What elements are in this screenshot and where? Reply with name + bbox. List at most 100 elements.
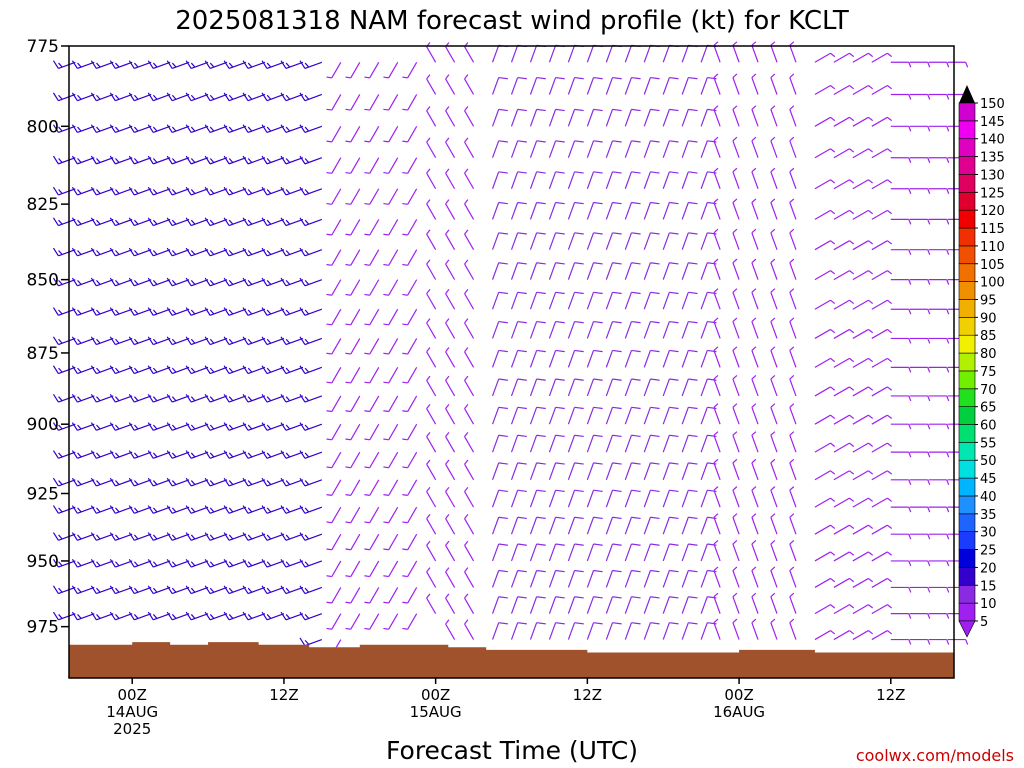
barb-feather	[58, 280, 63, 285]
wind-barb	[643, 596, 660, 614]
barb-feather	[90, 559, 97, 568]
barb-feather	[204, 585, 211, 594]
barb-feather	[707, 406, 717, 410]
wind-barb	[643, 349, 660, 368]
barb-shaft	[852, 604, 869, 615]
barb-shaft	[134, 613, 152, 621]
wind-barb	[109, 124, 133, 134]
barb-shaft	[369, 613, 380, 630]
barb-feather	[707, 569, 717, 573]
wind-barb	[789, 105, 797, 127]
wind-barb	[567, 543, 584, 562]
barb-shaft	[350, 188, 361, 205]
wind-barb	[299, 217, 323, 227]
barb-feather	[96, 367, 101, 373]
barb-feather	[152, 158, 158, 163]
wind-barb	[770, 198, 778, 220]
wind-barb	[928, 218, 950, 225]
barb-shaft	[369, 308, 380, 326]
x-tick-label: 16AUG	[713, 703, 765, 721]
barb-feather	[536, 489, 546, 493]
barb-feather	[109, 60, 116, 69]
wind-barb	[700, 406, 717, 425]
barb-shaft	[700, 202, 708, 220]
wind-barb	[605, 516, 622, 535]
barb-shaft	[770, 350, 778, 368]
barb-shaft	[732, 140, 740, 158]
barb-feather	[849, 577, 855, 583]
barb-feather	[185, 422, 192, 431]
barb-feather	[927, 126, 931, 132]
wind-barb	[426, 74, 437, 95]
barb-shaft	[662, 378, 670, 397]
barb-feather	[383, 494, 389, 496]
barb-feather	[751, 346, 757, 351]
barb-feather	[426, 513, 431, 519]
wind-barb	[128, 450, 152, 459]
barb-feather	[946, 560, 950, 567]
wind-barb	[223, 277, 247, 287]
barb-feather	[152, 614, 158, 619]
barb-feather	[326, 410, 332, 413]
barb-feather	[90, 336, 97, 345]
barb-feather	[285, 396, 291, 402]
wind-barb	[624, 201, 641, 220]
wind-barb	[890, 423, 912, 430]
barb-feather	[849, 604, 855, 609]
barb-feather	[147, 611, 154, 621]
barb-feather	[908, 533, 912, 540]
barb-feather	[228, 614, 234, 619]
wind-barb	[364, 395, 380, 413]
barb-feather	[927, 367, 931, 373]
barb-feather	[77, 561, 82, 567]
barb-shaft	[833, 497, 850, 508]
barb-shaft	[134, 188, 152, 196]
barb-feather	[751, 403, 757, 408]
barb-feather	[849, 148, 855, 153]
barb-feather	[280, 559, 287, 568]
barb-feather	[147, 92, 154, 101]
barb-feather	[770, 374, 776, 380]
barb-shaft	[407, 367, 418, 384]
barb-feather	[593, 201, 603, 205]
barb-shaft	[548, 462, 557, 480]
barb-shaft	[388, 423, 399, 441]
barb-feather	[849, 270, 855, 275]
barb-feather	[789, 73, 795, 79]
barb-shaft	[369, 533, 380, 551]
barb-feather	[669, 434, 679, 438]
barb-feather	[285, 561, 291, 567]
barb-feather	[285, 507, 291, 513]
barb-feather	[190, 126, 196, 132]
barb-shaft	[426, 351, 437, 368]
wind-barb	[909, 479, 931, 486]
barb-feather	[517, 171, 527, 174]
wind-barb	[109, 393, 133, 403]
wind-barb	[280, 365, 304, 375]
barb-feather	[326, 548, 332, 551]
barb-feather	[612, 462, 622, 465]
barb-feather	[517, 489, 527, 493]
barb-shaft	[548, 378, 557, 397]
barb-shaft	[228, 188, 247, 196]
wind-barb	[586, 349, 603, 368]
wind-barb	[510, 171, 527, 189]
barb-feather	[707, 516, 717, 520]
barb-feather	[713, 513, 719, 518]
wind-barb	[326, 560, 342, 578]
barb-feather	[830, 497, 836, 502]
wind-barb	[90, 559, 114, 568]
barb-feather	[946, 94, 950, 100]
wind-barb	[128, 186, 152, 196]
barb-feather	[707, 291, 717, 295]
barb-shaft	[567, 321, 576, 339]
barb-shaft	[833, 116, 850, 127]
barb-shaft	[662, 435, 670, 453]
barb-feather	[946, 157, 950, 163]
barb-feather	[326, 202, 332, 205]
barb-feather	[166, 155, 173, 165]
barb-feather	[927, 451, 931, 458]
wind-barb	[185, 505, 209, 514]
barb-feather	[669, 543, 679, 546]
wind-barb	[128, 217, 152, 227]
